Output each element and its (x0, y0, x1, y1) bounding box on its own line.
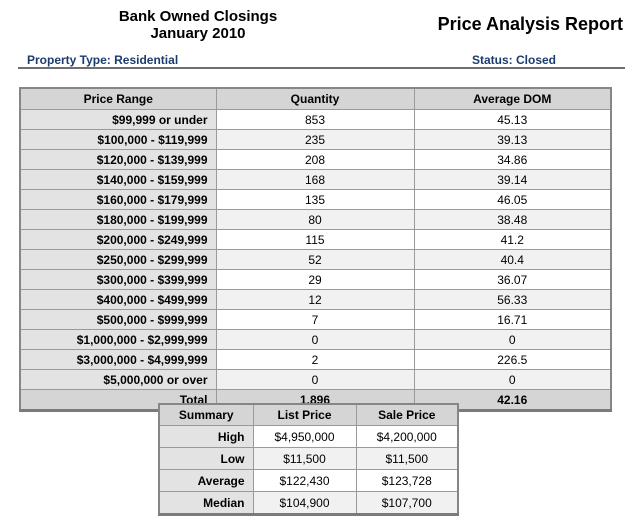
avg-dom-cell: 36.07 (413, 269, 612, 290)
summary-row-high: High $4,950,000 $4,200,000 (158, 425, 459, 448)
price-range-cell: $250,000 - $299,999 (19, 249, 217, 270)
price-range-cell: $160,000 - $179,999 (19, 189, 217, 210)
column-header-quantity: Quantity (215, 87, 415, 110)
table-row: $400,000 - $499,999 12 56.33 (19, 289, 612, 310)
report-title-line1: Bank Owned Closings (118, 8, 278, 25)
table-row: $160,000 - $179,999 135 46.05 (19, 189, 612, 210)
table-row: $300,000 - $399,999 29 36.07 (19, 269, 612, 290)
quantity-cell: 29 (215, 269, 415, 290)
total-avg-dom-cell: 42.16 (413, 389, 612, 411)
summary-row-low: Low $11,500 $11,500 (158, 447, 459, 470)
report-title-line2: January 2010 (150, 25, 246, 42)
report-title: Bank Owned Closings January 2010 (73, 8, 323, 42)
price-range-cell: $500,000 - $999,999 (19, 309, 217, 330)
summary-label-cell: Average (158, 469, 254, 492)
table-row: $3,000,000 - $4,999,999 2 226.5 (19, 349, 612, 370)
list-price-cell: $122,430 (252, 469, 357, 492)
avg-dom-cell: 56.33 (413, 289, 612, 310)
column-header-list-price: List Price (252, 403, 357, 426)
column-header-average-dom: Average DOM (413, 87, 612, 110)
list-price-cell: $104,900 (252, 491, 357, 515)
price-range-table-header-row: Price Range Quantity Average DOM (19, 87, 612, 110)
table-row: $200,000 - $249,999 115 41.2 (19, 229, 612, 250)
quantity-cell: 235 (215, 129, 415, 150)
avg-dom-cell: 16.71 (413, 309, 612, 330)
table-row: $250,000 - $299,999 52 40.4 (19, 249, 612, 270)
price-range-table: Price Range Quantity Average DOM $99,999… (19, 87, 612, 412)
summary-table: Summary List Price Sale Price High $4,95… (158, 403, 459, 516)
quantity-cell: 80 (215, 209, 415, 230)
price-range-cell: $120,000 - $139,999 (19, 149, 217, 170)
list-price-cell: $4,950,000 (252, 425, 357, 448)
price-range-cell: $5,000,000 or over (19, 369, 217, 390)
summary-label-cell: Median (158, 491, 254, 515)
table-row: $120,000 - $139,999 208 34.86 (19, 149, 612, 170)
sale-price-cell: $107,700 (355, 491, 459, 515)
avg-dom-cell: 40.4 (413, 249, 612, 270)
list-price-cell: $11,500 (252, 447, 357, 470)
quantity-cell: 7 (215, 309, 415, 330)
avg-dom-cell: 39.14 (413, 169, 612, 190)
quantity-cell: 0 (215, 369, 415, 390)
avg-dom-cell: 34.86 (413, 149, 612, 170)
avg-dom-cell: 0 (413, 329, 612, 350)
avg-dom-cell: 226.5 (413, 349, 612, 370)
quantity-cell: 0 (215, 329, 415, 350)
column-header-price-range: Price Range (19, 87, 217, 110)
header-rule (18, 67, 625, 69)
price-range-cell: $200,000 - $249,999 (19, 229, 217, 250)
avg-dom-cell: 38.48 (413, 209, 612, 230)
price-range-cell: $3,000,000 - $4,999,999 (19, 349, 217, 370)
quantity-cell: 12 (215, 289, 415, 310)
property-type-label: Property Type: Residential (27, 53, 179, 67)
table-row: $99,999 or under 853 45.13 (19, 109, 612, 130)
table-row: $140,000 - $159,999 168 39.14 (19, 169, 612, 190)
table-row: $100,000 - $119,999 235 39.13 (19, 129, 612, 150)
table-row: $1,000,000 - $2,999,999 0 0 (19, 329, 612, 350)
summary-row-median: Median $104,900 $107,700 (158, 491, 459, 515)
status-label: Status: Closed (472, 53, 557, 67)
summary-label-cell: High (158, 425, 254, 448)
avg-dom-cell: 39.13 (413, 129, 612, 150)
sale-price-cell: $11,500 (355, 447, 459, 470)
column-header-summary: Summary (158, 403, 254, 426)
price-range-cell: $400,000 - $499,999 (19, 289, 217, 310)
column-header-sale-price: Sale Price (355, 403, 459, 426)
table-row: $180,000 - $199,999 80 38.48 (19, 209, 612, 230)
price-range-cell: $140,000 - $159,999 (19, 169, 217, 190)
price-range-cell: $100,000 - $119,999 (19, 129, 217, 150)
sale-price-cell: $123,728 (355, 469, 459, 492)
table-row: $500,000 - $999,999 7 16.71 (19, 309, 612, 330)
avg-dom-cell: 41.2 (413, 229, 612, 250)
table-row: $5,000,000 or over 0 0 (19, 369, 612, 390)
quantity-cell: 115 (215, 229, 415, 250)
quantity-cell: 208 (215, 149, 415, 170)
price-range-cell: $180,000 - $199,999 (19, 209, 217, 230)
price-range-cell: $1,000,000 - $2,999,999 (19, 329, 217, 350)
sale-price-cell: $4,200,000 (355, 425, 459, 448)
quantity-cell: 135 (215, 189, 415, 210)
quantity-cell: 2 (215, 349, 415, 370)
summary-table-header-row: Summary List Price Sale Price (158, 403, 459, 426)
page-title: Price Analysis Report (437, 14, 623, 34)
avg-dom-cell: 46.05 (413, 189, 612, 210)
price-range-cell: $99,999 or under (19, 109, 217, 130)
quantity-cell: 853 (215, 109, 415, 130)
summary-row-average: Average $122,430 $123,728 (158, 469, 459, 492)
avg-dom-cell: 45.13 (413, 109, 612, 130)
quantity-cell: 52 (215, 249, 415, 270)
price-range-cell: $300,000 - $399,999 (19, 269, 217, 290)
quantity-cell: 168 (215, 169, 415, 190)
avg-dom-cell: 0 (413, 369, 612, 390)
summary-label-cell: Low (158, 447, 254, 470)
